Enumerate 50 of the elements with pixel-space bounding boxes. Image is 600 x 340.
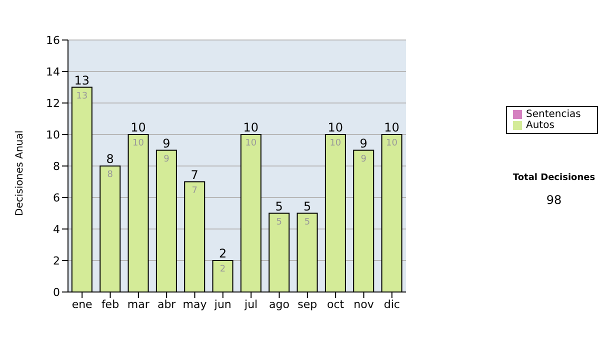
data-label: 9 bbox=[360, 154, 367, 164]
data-label: 7 bbox=[192, 186, 198, 196]
y-tick-label: 16 bbox=[46, 34, 60, 47]
x-tick-label: jul bbox=[244, 298, 258, 311]
x-tick-label: abr bbox=[157, 298, 176, 311]
x-tick-label: nov bbox=[354, 298, 374, 311]
y-tick-label: 4 bbox=[53, 222, 60, 236]
data-label: 8 bbox=[107, 170, 114, 180]
x-tick-label: feb bbox=[101, 298, 120, 311]
y-axis-title: Decisiones Anual bbox=[14, 130, 26, 216]
x-tick-label: mar bbox=[127, 298, 150, 311]
total-label: 10 bbox=[384, 120, 400, 134]
data-label: 9 bbox=[164, 154, 170, 164]
y-tick-label: 0 bbox=[53, 286, 60, 299]
total-label: 10 bbox=[243, 120, 259, 134]
y-tick-label: 2 bbox=[53, 254, 60, 268]
total-label: 10 bbox=[328, 120, 344, 134]
y-tick-label: 14 bbox=[46, 65, 60, 78]
y-tick-label: 12 bbox=[46, 96, 60, 110]
total-label: 5 bbox=[275, 199, 283, 214]
x-tick-label: may bbox=[182, 298, 208, 311]
y-tick-label: 10 bbox=[46, 128, 60, 142]
data-label: 13 bbox=[76, 91, 88, 102]
y-tick-label: 6 bbox=[53, 191, 60, 204]
y-tick-label: 8 bbox=[53, 160, 60, 173]
data-label: 10 bbox=[245, 138, 257, 148]
text: Total Decisiones bbox=[512, 173, 596, 183]
total-label: 13 bbox=[74, 73, 90, 88]
text: 98 bbox=[545, 193, 563, 207]
x-tick-label: sep bbox=[298, 298, 318, 311]
data-label: 5 bbox=[304, 217, 310, 228]
total-label: 10 bbox=[130, 120, 146, 134]
data-label: 5 bbox=[276, 217, 282, 228]
legend-label: Sentencias bbox=[526, 109, 581, 120]
total-label: 9 bbox=[360, 136, 368, 150]
data-label: 10 bbox=[132, 138, 144, 148]
data-label: 2 bbox=[220, 264, 226, 274]
data-label: 10 bbox=[386, 138, 398, 148]
total-label: 9 bbox=[162, 136, 170, 150]
total-label: 2 bbox=[218, 246, 227, 260]
total-label: 5 bbox=[303, 199, 312, 214]
legend-label: Autos bbox=[526, 120, 554, 131]
total-label: 8 bbox=[106, 152, 114, 166]
x-tick-label: jun bbox=[213, 298, 232, 311]
x-tick-label: ago bbox=[269, 298, 290, 311]
x-tick-label: ene bbox=[72, 298, 93, 311]
total-label: 7 bbox=[190, 168, 198, 182]
x-tick-label: dic bbox=[384, 298, 400, 311]
data-label: 10 bbox=[330, 138, 342, 148]
x-tick-label: oct bbox=[327, 298, 345, 311]
